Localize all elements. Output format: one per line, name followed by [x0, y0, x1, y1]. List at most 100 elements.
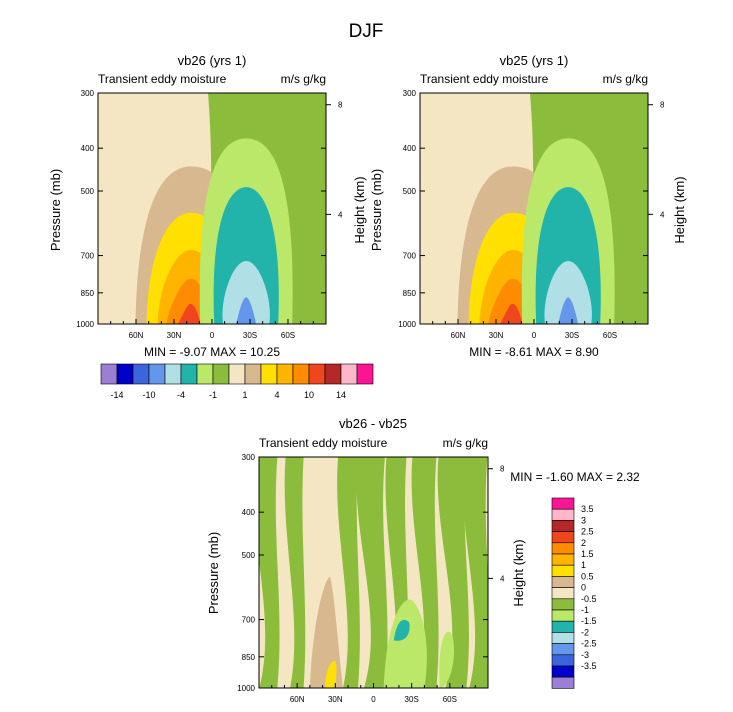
contour-level-neg-0.5 — [439, 631, 454, 688]
colorbar-swatch — [244, 363, 262, 385]
y-tick-label: 850 — [81, 289, 95, 298]
x-tick-label: 60S — [281, 331, 295, 340]
x-tick-label: 0 — [532, 331, 537, 340]
colorbar-label: -3.5 — [581, 661, 597, 671]
min-max-readout: MIN = -8.61 MAX = 8.90 — [469, 345, 599, 359]
colorbar-swatch — [196, 363, 214, 385]
colorbar-label: 1 — [581, 560, 586, 570]
axes: 300 400 500 700 850 1000 8 4 60N 30N 0 30S 60S — [398, 89, 665, 340]
colorbar-label: -14 — [110, 390, 123, 400]
colorbar-swatch — [260, 363, 278, 385]
panel-subtitle-right: m/s g/kg — [603, 72, 648, 86]
panel-subtitle-left: Transient eddy moisture — [98, 72, 227, 86]
x-tick-label: 30S — [565, 331, 579, 340]
colorbar-label: -0.5 — [581, 594, 597, 604]
colorbar-swatch — [276, 363, 294, 385]
y-tick-label: 700 — [242, 616, 256, 625]
panel-subtitle-right: m/s g/kg — [281, 72, 326, 86]
panel-vb25: vb25 (yrs 1) Transient eddy moisture m/s… — [369, 53, 687, 359]
x-tick-label: 60N — [129, 331, 144, 340]
colorbar-swatch — [292, 363, 310, 385]
colorbar-label: -3 — [581, 650, 589, 660]
colorbar-swatch — [551, 553, 575, 566]
x-tick-label: 0 — [210, 331, 215, 340]
colorbar-label: -4 — [177, 390, 185, 400]
y-tick-label: 400 — [242, 508, 256, 517]
colorbar-swatch — [116, 363, 134, 385]
min-max-readout: MIN = -9.07 MAX = 10.25 — [144, 345, 280, 359]
x-tick-label: 60S — [443, 695, 457, 704]
colorbar-swatch — [551, 665, 575, 678]
y-tick-label: 300 — [242, 453, 256, 462]
min-max-readout: MIN = -1.60 MAX = 2.32 — [510, 470, 640, 484]
x-tick-label: 60S — [603, 331, 617, 340]
contour-streak — [462, 457, 488, 688]
colorbar-label: 4 — [274, 390, 279, 400]
axes: 300 400 500 700 850 1000 8 4 60N 30N 0 30S 60S — [76, 89, 343, 340]
contour-streak — [437, 457, 469, 688]
colorbar-label: 10 — [304, 390, 314, 400]
colorbar-swatch — [180, 363, 198, 385]
contour-level-neg-0.5 — [383, 599, 427, 688]
y-tick-label: 850 — [403, 289, 417, 298]
y-tick-label: 300 — [81, 89, 95, 98]
colorbar-swatch — [551, 497, 575, 510]
y-tick-label: 500 — [403, 187, 417, 196]
colorbar-swatch — [551, 598, 575, 611]
colorbar-swatch — [356, 363, 374, 385]
y-tick-label: 850 — [242, 653, 256, 662]
y-tick-label: 500 — [81, 187, 95, 196]
colorbar-swatch — [324, 363, 342, 385]
contour-field — [420, 93, 648, 324]
height-tick-label: 8 — [500, 465, 505, 474]
contour-level-neg-6 — [236, 297, 256, 324]
contour-level-8 — [174, 303, 201, 324]
height-tick-label: 4 — [338, 210, 343, 219]
height-tick-label: 4 — [500, 574, 505, 583]
horizontal-colorbar: -14 -10 -4 -1 1 4 10 14 — [100, 363, 374, 400]
contour-level-neg-6 — [558, 297, 578, 324]
colorbar-swatch — [228, 363, 246, 385]
height-tick-label: 8 — [660, 101, 665, 110]
contour-streak — [411, 457, 439, 688]
colorbar-label: -2.5 — [581, 639, 597, 649]
panel-subtitle-left: Transient eddy moisture — [259, 436, 388, 450]
colorbar-label: 14 — [336, 390, 346, 400]
axes: 300 400 500 700 850 1000 8 4 60N 30N 0 30S 60S — [237, 453, 505, 704]
y-tick-label: 1000 — [237, 684, 255, 693]
colorbar-label: 3.5 — [581, 504, 594, 514]
colorbar-swatch — [551, 609, 575, 622]
colorbar-swatch — [132, 363, 150, 385]
x-tick-label: 30N — [167, 331, 182, 340]
contour-streak — [337, 457, 360, 688]
y-tick-label: 700 — [81, 252, 95, 261]
panel-difference: vb26 - vb25 Transient eddy moisture m/s … — [206, 416, 640, 704]
y-axis-label: Pressure (mb) — [369, 169, 384, 251]
x-tick-label: 30S — [405, 695, 419, 704]
x-tick-label: 30N — [489, 331, 504, 340]
colorbar-swatch — [551, 643, 575, 656]
contour-level-8 — [496, 303, 523, 324]
colorbar-label: 3 — [581, 515, 586, 525]
colorbar-swatch — [551, 620, 575, 633]
panel-subtitle-right: m/s g/kg — [443, 436, 488, 450]
y-axis-label: Pressure (mb) — [206, 532, 221, 614]
colorbar-swatch — [551, 520, 575, 532]
panel-title: vb25 (yrs 1) — [500, 53, 569, 68]
colorbar-label: 2 — [581, 538, 586, 548]
colorbar-label: 0 — [581, 583, 586, 593]
colorbar-label: -2 — [581, 627, 589, 637]
colorbar-swatch — [148, 363, 166, 385]
colorbar-swatch — [551, 576, 575, 588]
colorbar-swatch — [308, 363, 326, 385]
panel-vb26: vb26 (yrs 1) Transient eddy moisture m/s… — [48, 53, 367, 359]
y-tick-label: 500 — [242, 551, 256, 560]
colorbar-label: -1.5 — [581, 616, 597, 626]
y-axis-label: Pressure (mb) — [48, 169, 63, 251]
colorbar-swatch — [212, 363, 230, 385]
height-tick-label: 4 — [660, 210, 665, 219]
colorbar-label: 0.5 — [581, 571, 594, 581]
colorbar-swatch — [340, 363, 358, 385]
contour-level-1.5 — [325, 660, 337, 688]
